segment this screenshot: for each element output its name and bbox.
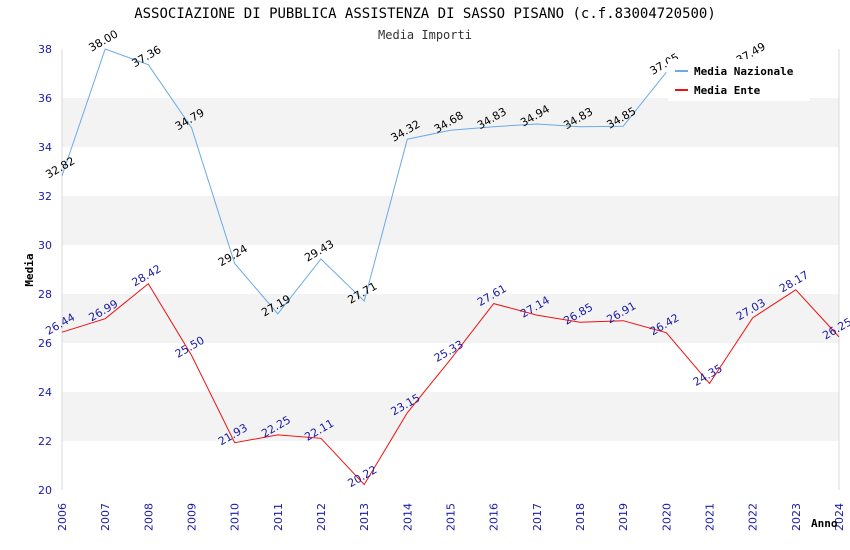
- grid-band: [62, 294, 839, 343]
- x-tick-label: 2021: [704, 503, 717, 531]
- y-tick-label: 20: [38, 484, 52, 497]
- x-tick-label: 2011: [272, 503, 285, 531]
- x-tick-label: 2010: [229, 503, 242, 531]
- x-tick-label: 2023: [790, 503, 803, 531]
- legend-label-nazionale: Media Nazionale: [694, 65, 794, 78]
- x-tick-label: 2019: [617, 503, 630, 531]
- x-tick-label: 2020: [660, 503, 673, 531]
- y-axis-ticks: 20 22 24 26 28 30 32 34 36 38: [38, 43, 52, 497]
- grid-band: [62, 392, 839, 441]
- x-axis-label: Anno: [811, 517, 838, 530]
- x-tick-label: 2008: [142, 503, 155, 531]
- y-tick-label: 26: [38, 337, 52, 350]
- chart-subtitle: Media Importi: [378, 28, 472, 42]
- x-tick-label: 2016: [488, 503, 501, 531]
- series-line-media-nazionale: [61, 48, 667, 315]
- grid-bands: [61, 49, 840, 490]
- x-tick-label: 2024: [833, 503, 846, 531]
- legend-box: [668, 59, 810, 101]
- y-tick-label: 28: [38, 288, 52, 301]
- series-lines: [61, 48, 840, 486]
- x-tick-label: 2018: [574, 503, 587, 531]
- y-tick-label: 36: [38, 92, 52, 105]
- y-tick-label: 30: [38, 239, 52, 252]
- x-tick-label: 2017: [531, 503, 544, 531]
- grid-band: [62, 98, 839, 147]
- series-line-media-ente: [61, 282, 840, 486]
- y-tick-label: 24: [38, 386, 52, 399]
- legend: Media Nazionale Media Ente: [668, 59, 810, 101]
- grid-band: [62, 147, 839, 196]
- legend-label-ente: Media Ente: [694, 84, 761, 97]
- x-tick-label: 2009: [186, 503, 199, 531]
- y-tick-label: 22: [38, 435, 52, 448]
- x-tick-label: 2006: [56, 503, 69, 531]
- y-axis-label: Media: [23, 253, 36, 286]
- y-tick-label: 34: [38, 141, 52, 154]
- y-tick-label: 32: [38, 190, 52, 203]
- chart-title: ASSOCIAZIONE DI PUBBLICA ASSISTENZA DI S…: [134, 6, 716, 22]
- grid-band: [62, 196, 839, 245]
- x-tick-label: 2012: [315, 503, 328, 531]
- x-tick-label: 2013: [358, 503, 371, 531]
- x-tick-label: 2015: [445, 503, 458, 531]
- x-axis-ticks: 2006 2007 2008 2009 2010 2011 2012 2013 2014 2015…: [56, 503, 846, 531]
- x-tick-label: 2014: [401, 503, 414, 531]
- x-tick-label: 2007: [99, 503, 112, 531]
- x-tick-label: 2022: [747, 503, 760, 531]
- y-tick-label: 38: [38, 43, 52, 56]
- grid-band: [62, 441, 839, 490]
- grid-band: [62, 245, 839, 294]
